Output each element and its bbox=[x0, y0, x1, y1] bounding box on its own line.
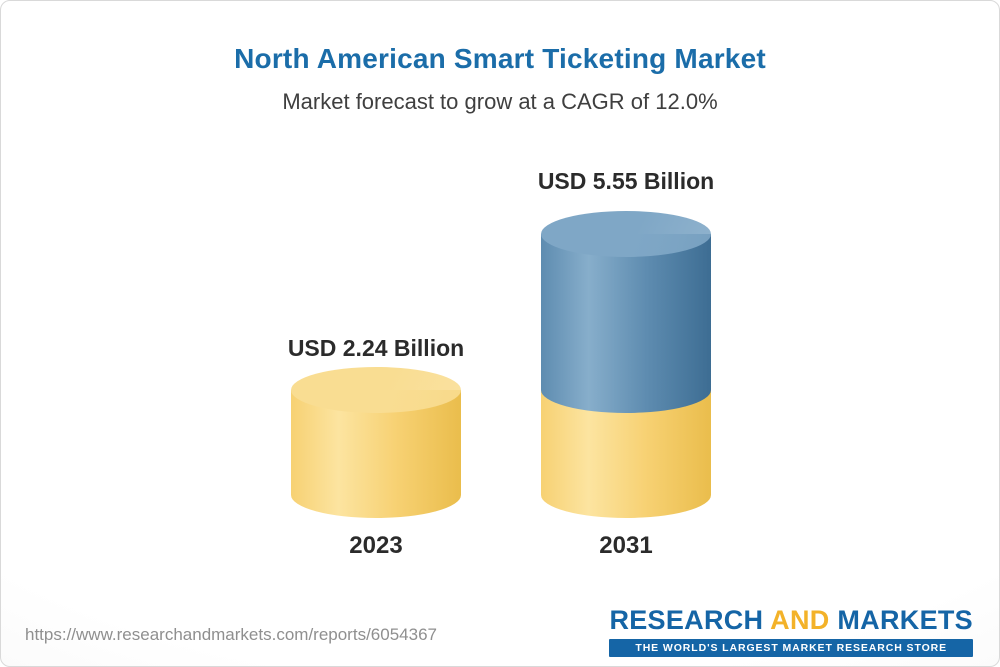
brand-logo-text: RESEARCH AND MARKETS bbox=[609, 605, 973, 636]
cylinder-top-cap-2031 bbox=[541, 211, 711, 258]
category-label-2023: 2023 bbox=[349, 532, 403, 559]
chart-subtitle: Market forecast to grow at a CAGR of 12.… bbox=[282, 89, 718, 114]
value-label-2031: USD 5.55 Billion bbox=[537, 168, 715, 194]
brand-logo: RESEARCH AND MARKETS THE WORLD'S LARGEST… bbox=[609, 605, 973, 657]
value-label-2023: USD 2.24 Billion bbox=[287, 335, 465, 361]
logo-word-and: AND bbox=[770, 605, 830, 635]
logo-word-markets: MARKETS bbox=[837, 605, 973, 635]
brand-tagline: THE WORLD'S LARGEST MARKET RESEARCH STOR… bbox=[609, 639, 973, 657]
chart-title: North American Smart Ticketing Market bbox=[234, 43, 766, 74]
cylinder-top-cap-2023 bbox=[291, 366, 461, 413]
cylinder-segment-body-2031-forecast-growth bbox=[541, 234, 711, 390]
cylinder-segment-bottom-cap-2031-forecast-growth bbox=[541, 366, 711, 413]
cylinder-segment-bottom-cap-2023-2023-value bbox=[291, 472, 461, 518]
logo-word-research: RESEARCH bbox=[609, 605, 764, 635]
category-label-2031: 2031 bbox=[599, 532, 653, 559]
cylinder-segment-bottom-cap-2031-base-2023-value bbox=[541, 472, 711, 518]
report-url: https://www.researchandmarkets.com/repor… bbox=[25, 625, 437, 644]
